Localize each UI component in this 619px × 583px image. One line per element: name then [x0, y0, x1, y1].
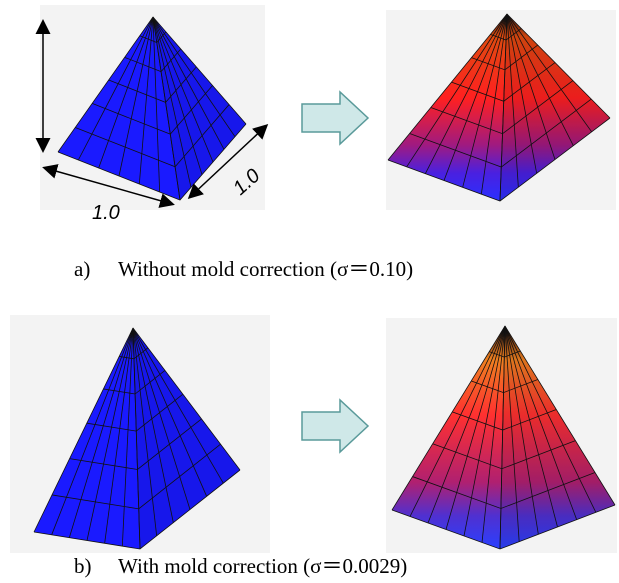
mesh-line: [387, 13, 508, 161]
pyramid-face: [392, 326, 505, 549]
mesh-line: [424, 13, 508, 174]
mesh-line: [499, 325, 506, 550]
mesh-line: [391, 325, 506, 511]
mesh-line: [504, 325, 578, 520]
pyramid-face: [500, 14, 610, 201]
mesh-line: [152, 16, 247, 125]
mesh-line: [506, 13, 556, 160]
mesh-line: [506, 13, 538, 174]
mesh-line: [499, 13, 508, 202]
mesh-line: [132, 327, 141, 550]
mesh-line: [480, 13, 508, 195]
mesh-line: [33, 327, 134, 533]
pyramid-face: [34, 328, 140, 549]
pyramid-face: [388, 14, 507, 201]
mesh-line: [152, 16, 181, 201]
mesh-line: [504, 325, 539, 535]
arrow: [301, 90, 370, 146]
mesh-line: [443, 13, 508, 181]
mesh-line: [504, 325, 616, 506]
caption: Without mold correction (σ＝0.10): [118, 257, 413, 281]
mesh-line: [152, 16, 236, 137]
mesh-line: [121, 327, 134, 547]
mesh-line: [57, 16, 154, 153]
mesh-line: [504, 325, 597, 513]
mesh-line: [51, 327, 134, 535]
mesh-line: [152, 16, 192, 188]
mesh-line: [68, 327, 134, 538]
pyramid-face: [153, 17, 246, 200]
arrow: [301, 398, 370, 454]
mesh-line: [462, 13, 508, 188]
mesh-line: [504, 325, 558, 528]
mesh-line: [118, 16, 154, 177]
caption-label: b): [74, 554, 92, 578]
dimension-label: 1.0: [92, 202, 120, 224]
mesh-line: [132, 327, 174, 523]
mesh-line: [506, 13, 519, 188]
mesh-line: [481, 325, 506, 543]
mesh-line: [98, 16, 154, 169]
mesh-line: [152, 16, 161, 193]
mesh-line: [104, 327, 134, 544]
mesh-line: [463, 325, 506, 537]
mesh-line: [138, 16, 154, 185]
mesh-line: [506, 13, 574, 146]
pyramid-shade: [153, 17, 246, 200]
mesh-line: [86, 327, 134, 541]
mesh-line: [132, 327, 158, 536]
caption: With mold correction (σ＝0.0029): [118, 554, 407, 578]
mesh-line: [506, 13, 611, 119]
caption-label: a): [74, 257, 90, 281]
pyramid-shade: [133, 328, 240, 549]
pyramid-face: [133, 328, 240, 549]
mesh-line: [132, 327, 241, 471]
mesh-line: [445, 325, 506, 530]
mesh-line: [132, 327, 224, 484]
pyramid-shade: [500, 14, 610, 201]
mesh-line: [132, 327, 191, 510]
mesh-line: [406, 13, 508, 168]
dimension-arrow: [42, 164, 175, 208]
mesh-line: [427, 325, 506, 524]
mesh-line: [132, 327, 208, 497]
mesh-line: [506, 13, 592, 133]
mesh-line: [409, 325, 506, 517]
pyramids: [33, 13, 616, 550]
mesh-line: [77, 16, 154, 161]
dimension-arrow: [187, 123, 269, 200]
mesh-line: [504, 325, 520, 542]
